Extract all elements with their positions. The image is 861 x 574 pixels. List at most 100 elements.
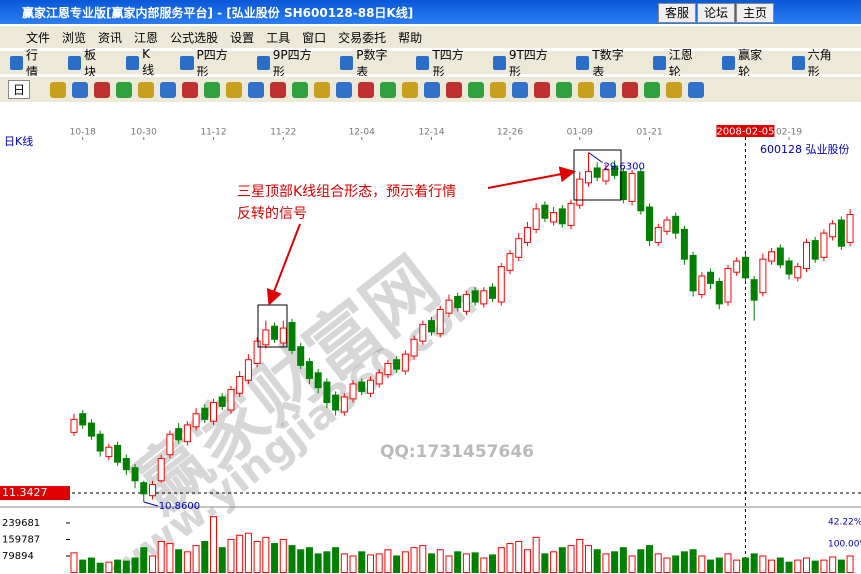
volume-bar	[428, 553, 436, 573]
menu-item[interactable]: 资讯	[98, 30, 123, 45]
tool-icon[interactable]	[72, 81, 89, 98]
x-tick-label: 11-12	[200, 128, 226, 138]
candle-body	[506, 253, 514, 271]
tool-icon[interactable]	[578, 81, 595, 98]
volume-bar	[384, 549, 392, 573]
candle-body	[794, 266, 802, 279]
tool-icon[interactable]	[512, 81, 529, 98]
volume-bar	[297, 549, 305, 573]
menu-item[interactable]: 江恩	[134, 30, 159, 45]
tool-icon[interactable]	[336, 81, 353, 98]
tool-icon[interactable]	[50, 81, 67, 98]
cursor-date: 2008-02-05	[716, 127, 774, 138]
candle-body	[672, 215, 680, 234]
volume-bar	[802, 557, 810, 573]
tool-icon[interactable]	[292, 81, 309, 98]
price-mark-line	[588, 152, 603, 163]
tool-icon[interactable]	[534, 81, 551, 98]
candle-body	[768, 251, 776, 262]
tool-icon[interactable]	[490, 81, 507, 98]
volume-bar	[87, 557, 95, 573]
volume-bar	[157, 540, 165, 574]
menu-item[interactable]: 帮助	[398, 30, 423, 45]
period-select[interactable]: 日	[8, 80, 31, 99]
menu-item[interactable]: 浏览	[62, 30, 87, 45]
tool-icon[interactable]	[446, 81, 463, 98]
menu-item[interactable]: 设置	[230, 30, 255, 45]
candle-body	[410, 338, 418, 357]
tool-button[interactable]: 江恩轮	[652, 46, 712, 80]
x-tick-label: 01-09	[567, 128, 593, 138]
tool-icon[interactable]	[248, 81, 265, 98]
tool-button[interactable]: 9P四方形	[256, 46, 330, 80]
volume-bar	[759, 555, 767, 574]
candle-body	[602, 169, 610, 182]
volume-bar	[244, 532, 252, 574]
tool-label: T数字表	[592, 47, 624, 79]
candle-body	[820, 232, 828, 258]
tool-icon[interactable]	[138, 81, 155, 98]
candle-body	[428, 320, 436, 333]
x-tick-label: 02-19	[776, 128, 802, 138]
candle-body	[802, 241, 810, 269]
candle-body	[724, 267, 732, 303]
tool-icon[interactable]	[402, 81, 419, 98]
tool-icon[interactable]	[314, 81, 331, 98]
tool-icon[interactable]	[380, 81, 397, 98]
candle-body	[489, 286, 497, 299]
menu-item[interactable]: 工具	[266, 30, 291, 45]
tool-icon[interactable]	[226, 81, 243, 98]
tool-icon[interactable]	[468, 81, 485, 98]
tool-button[interactable]: 行情	[10, 46, 58, 80]
candle-body	[349, 383, 357, 400]
menu-item[interactable]: 公式选股	[170, 30, 219, 45]
tool-label: 江恩轮	[668, 47, 693, 79]
button[interactable]: 客服	[658, 3, 697, 23]
menu-item[interactable]: 交易委托	[338, 30, 387, 45]
tool-icon[interactable]	[424, 81, 441, 98]
tool-button[interactable]: P数字表	[340, 46, 406, 80]
tool-button[interactable]: T四方形	[416, 46, 482, 80]
tool-button[interactable]: 板块	[68, 46, 116, 80]
menu-item[interactable]: 文件	[26, 30, 51, 45]
tool-button[interactable]: P四方形	[180, 46, 246, 80]
volume-bar	[410, 547, 418, 574]
tool-icon[interactable]	[644, 81, 661, 98]
tool-icon[interactable]	[94, 81, 111, 98]
volume-bar	[183, 551, 191, 574]
candle-body	[122, 457, 130, 471]
tool-icon[interactable]	[600, 81, 617, 98]
button[interactable]: 主页	[736, 3, 775, 23]
tool-button[interactable]: T数字表	[576, 46, 642, 80]
tool-button[interactable]: K线	[126, 47, 170, 78]
tool-button[interactable]: 赢家轮	[722, 46, 781, 80]
candle-body	[279, 327, 287, 344]
button[interactable]: 论坛	[697, 3, 736, 23]
tool-icon[interactable]	[182, 81, 199, 98]
volume-bar	[140, 547, 148, 574]
tool-icon[interactable]	[358, 81, 375, 98]
tool-icon[interactable]	[666, 81, 683, 98]
volume-bar	[846, 555, 854, 574]
tool-button[interactable]: 六角形	[791, 46, 851, 80]
volume-bar	[506, 543, 514, 573]
tool-icon[interactable]	[622, 81, 639, 98]
candle-body	[515, 238, 523, 258]
x-tick-label: 12-04	[349, 128, 375, 138]
tool-icon[interactable]	[204, 81, 221, 98]
tool-icon[interactable]	[556, 81, 573, 98]
menu-item[interactable]: 窗口	[302, 30, 327, 45]
candle-body	[707, 271, 715, 284]
candle-body	[532, 208, 540, 230]
volume-bar	[471, 552, 479, 573]
annotation: 三星顶部K线组合形态，预示着行情	[237, 184, 456, 200]
tool-icon[interactable]	[270, 81, 287, 98]
tool-icon[interactable]	[688, 81, 705, 98]
volume-bar	[567, 545, 575, 573]
candle-body	[445, 299, 453, 314]
indicator-label: 100.00%	[828, 540, 861, 550]
tool-button[interactable]: 9T四方形	[492, 46, 567, 80]
tool-icon[interactable]	[160, 81, 177, 98]
tool-icon[interactable]	[116, 81, 133, 98]
